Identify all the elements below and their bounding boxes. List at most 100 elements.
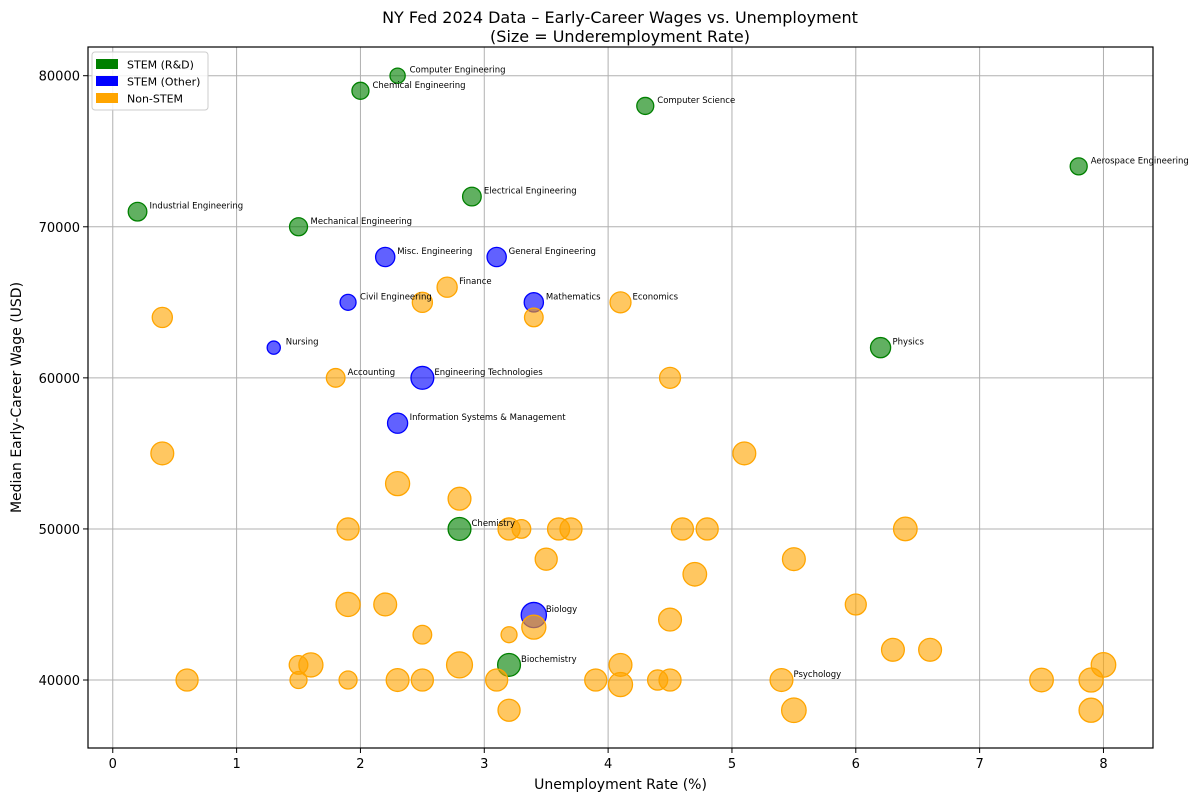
data-point bbox=[151, 306, 174, 329]
x-tick-label: 7 bbox=[975, 757, 983, 772]
data-point bbox=[658, 366, 682, 389]
point-label: Mathematics bbox=[546, 292, 601, 302]
data-point bbox=[500, 626, 518, 644]
grid bbox=[88, 47, 1153, 748]
x-tick-label: 3 bbox=[480, 757, 488, 772]
data-point bbox=[781, 547, 806, 572]
plot-area-frame bbox=[87, 46, 1154, 749]
point-label: Physics bbox=[893, 338, 925, 348]
data-point bbox=[447, 486, 472, 511]
point-label: Civil Engineering bbox=[360, 292, 432, 302]
data-point bbox=[844, 593, 867, 616]
data-point bbox=[609, 291, 632, 314]
legend-swatch bbox=[96, 93, 118, 103]
chart-title-line1: NY Fed 2024 Data – Early-Career Wages vs… bbox=[382, 8, 858, 27]
legend-label: STEM (R&D) bbox=[127, 59, 194, 72]
y-tick-label: 40000 bbox=[39, 674, 80, 689]
data-point bbox=[436, 276, 458, 298]
x-tick-label: 8 bbox=[1099, 757, 1107, 772]
data-point bbox=[338, 670, 358, 690]
axis-ticks: 0 1 2 3 4 5 6 7 8 40000 50000 60000 70000 80000 bbox=[39, 70, 1108, 772]
data-point bbox=[411, 291, 434, 314]
point-label: Biochemistry bbox=[521, 655, 577, 665]
point-label: Industrial Engineering bbox=[150, 202, 244, 212]
data-point bbox=[511, 518, 532, 539]
data-point bbox=[410, 365, 435, 390]
data-point bbox=[461, 186, 482, 207]
x-tick-label: 1 bbox=[232, 757, 240, 772]
data-point bbox=[373, 592, 398, 617]
data-point bbox=[484, 668, 509, 692]
data-point bbox=[374, 246, 396, 268]
x-tick-label: 0 bbox=[109, 757, 117, 772]
point-label: Aerospace Engineering bbox=[1091, 156, 1189, 166]
data-point bbox=[670, 517, 695, 541]
point-label: Chemistry bbox=[472, 519, 515, 529]
data-point bbox=[523, 307, 544, 328]
data-point bbox=[298, 652, 324, 678]
y-tick-label: 50000 bbox=[39, 523, 80, 538]
data-point bbox=[127, 201, 148, 222]
data-point bbox=[1069, 157, 1088, 176]
data-point bbox=[657, 607, 683, 632]
data-point bbox=[445, 651, 474, 679]
x-tick-label: 2 bbox=[356, 757, 364, 772]
y-axis-label: Median Early-Career Wage (USD) bbox=[9, 282, 25, 513]
point-label: Biology bbox=[546, 605, 577, 615]
chart-title-line2: (Size = Underemployment Rate) bbox=[490, 27, 750, 46]
data-point bbox=[266, 340, 281, 355]
legend-box bbox=[91, 51, 209, 111]
data-point bbox=[869, 336, 892, 359]
data-point bbox=[607, 671, 634, 698]
data-point bbox=[732, 441, 757, 466]
data-point bbox=[1078, 697, 1104, 723]
data-point bbox=[289, 670, 308, 690]
legend-label: Non-STEM bbox=[127, 93, 183, 106]
data-point bbox=[175, 668, 199, 692]
data-point bbox=[288, 217, 309, 237]
point-label: Electrical Engineering bbox=[484, 187, 577, 197]
data-point bbox=[389, 67, 406, 84]
data-point bbox=[780, 697, 807, 724]
x-tick-label: 5 bbox=[728, 757, 736, 772]
data-point bbox=[636, 96, 655, 116]
data-point bbox=[918, 637, 943, 662]
point-label: Psychology bbox=[793, 670, 841, 680]
data-point bbox=[385, 667, 410, 693]
x-tick-label: 4 bbox=[604, 757, 612, 772]
data-point bbox=[521, 614, 547, 640]
data-point bbox=[486, 246, 507, 268]
data-point bbox=[892, 516, 918, 542]
data-point bbox=[336, 517, 360, 541]
data-point bbox=[880, 637, 905, 662]
y-tick-label: 80000 bbox=[39, 70, 80, 85]
point-label: General Engineering bbox=[509, 247, 596, 257]
point-label: Misc. Engineering bbox=[397, 247, 472, 257]
point-label: Accounting bbox=[348, 368, 395, 378]
data-points bbox=[127, 67, 1117, 724]
data-point bbox=[534, 547, 558, 571]
legend: STEM (R&D) STEM (Other) Non-STEM bbox=[91, 51, 209, 111]
data-point bbox=[351, 81, 370, 100]
legend-swatch bbox=[96, 59, 118, 69]
data-point bbox=[695, 517, 719, 541]
data-point bbox=[325, 367, 346, 388]
point-label: Finance bbox=[459, 277, 492, 287]
x-tick-label: 6 bbox=[852, 757, 860, 772]
data-point bbox=[412, 624, 433, 645]
x-axis-label: Unemployment Rate (%) bbox=[534, 777, 707, 793]
data-point bbox=[339, 293, 357, 311]
y-tick-label: 60000 bbox=[39, 372, 80, 387]
point-label: Information Systems & Management bbox=[410, 413, 567, 423]
data-point bbox=[335, 591, 361, 618]
legend-label: STEM (Other) bbox=[127, 76, 200, 89]
data-point bbox=[497, 698, 521, 722]
data-point bbox=[410, 668, 435, 692]
data-point bbox=[1078, 667, 1104, 693]
point-label: Mechanical Engineering bbox=[311, 217, 413, 227]
point-labels: Computer Engineering Chemical Engineering… bbox=[150, 66, 1189, 680]
data-point bbox=[682, 561, 708, 587]
data-point bbox=[769, 667, 794, 693]
data-point bbox=[386, 412, 409, 434]
point-label: Chemical Engineering bbox=[372, 81, 465, 91]
